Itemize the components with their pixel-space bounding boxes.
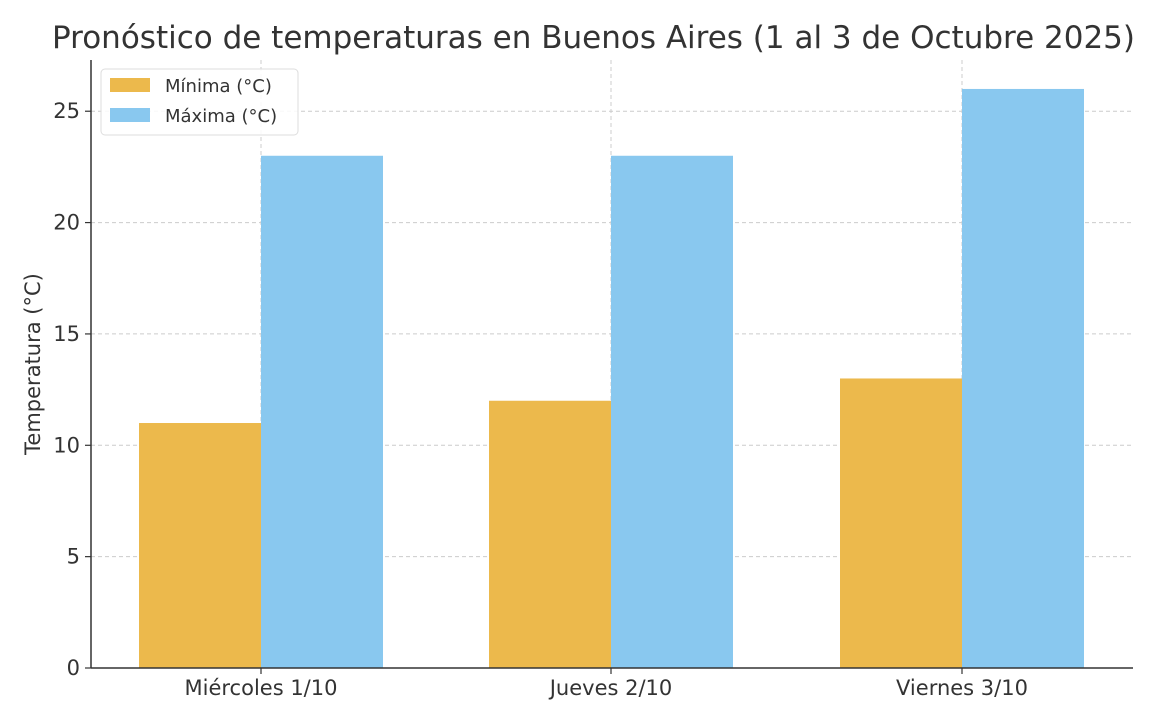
legend-swatch — [110, 108, 150, 122]
y-tick-label: 25 — [53, 99, 80, 123]
legend-label: Máxima (°C) — [165, 106, 277, 127]
legend-box — [100, 68, 299, 136]
y-tick-label: 20 — [53, 211, 80, 235]
bar-maxima — [962, 88, 1084, 668]
y-tick-label: 0 — [67, 656, 80, 680]
bar-minima — [139, 423, 261, 668]
x-tick-label: Jueves 2/10 — [548, 676, 673, 700]
y-tick-label: 10 — [53, 433, 80, 457]
y-tick-label: 15 — [53, 322, 80, 346]
legend-label: Mínima (°C) — [165, 76, 272, 97]
axes: 0 5 10 15 20 25 Miércoles 1/10 Jueves 2/10 Viern… — [53, 60, 1133, 700]
x-tick-label: Viernes 3/10 — [896, 676, 1028, 700]
y-axis-label: Temperatura (°C) — [21, 273, 45, 456]
x-tick-label: Miércoles 1/10 — [185, 676, 338, 700]
bars — [139, 88, 1084, 668]
legend: Mínima (°C) Máxima (°C) — [100, 68, 299, 136]
bar-maxima — [611, 155, 733, 668]
y-tick-label: 5 — [67, 545, 80, 569]
chart-title: Pronóstico de temperaturas en Buenos Air… — [52, 20, 1135, 56]
bar-minima — [840, 378, 962, 668]
bar-maxima — [261, 155, 383, 668]
legend-swatch — [110, 78, 150, 92]
bar-minima — [489, 400, 611, 668]
